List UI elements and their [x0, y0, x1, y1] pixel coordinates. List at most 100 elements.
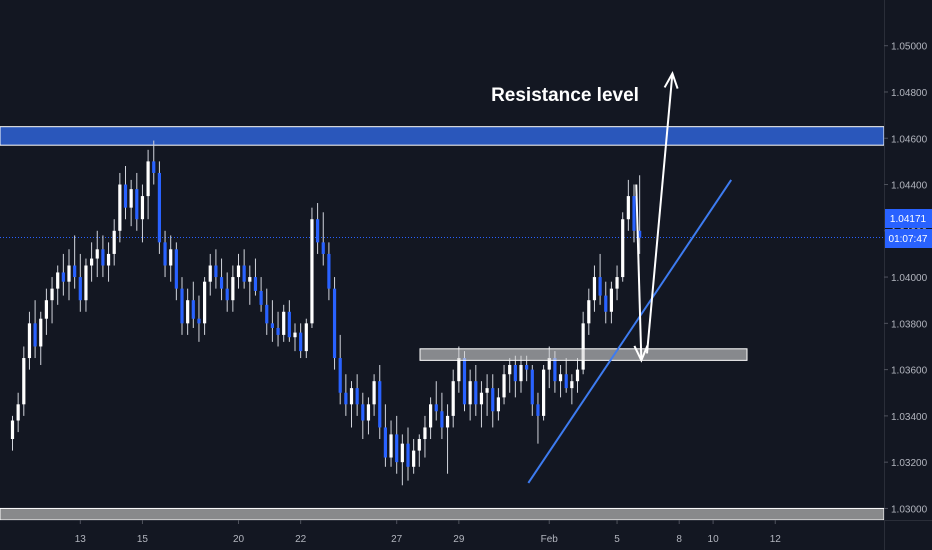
candle-body[interactable]: [276, 327, 280, 335]
candle-body[interactable]: [152, 161, 156, 173]
candle-body[interactable]: [157, 172, 161, 243]
candle-body[interactable]: [95, 249, 99, 259]
candle-body[interactable]: [621, 219, 625, 278]
candle-body[interactable]: [231, 277, 235, 301]
candle-body[interactable]: [169, 249, 173, 266]
candle-body[interactable]: [327, 253, 331, 289]
candle-body[interactable]: [197, 318, 201, 324]
candle-body[interactable]: [310, 219, 314, 324]
candle-body[interactable]: [22, 358, 26, 405]
candle-body[interactable]: [615, 277, 619, 289]
candle-body[interactable]: [496, 397, 500, 412]
candle-body[interactable]: [101, 249, 105, 266]
candle-body[interactable]: [163, 242, 167, 266]
candle-body[interactable]: [491, 388, 495, 412]
candle-body[interactable]: [451, 381, 455, 416]
candle-body[interactable]: [106, 253, 111, 266]
candle-body[interactable]: [248, 277, 252, 282]
candle-body[interactable]: [214, 265, 218, 278]
candle-body[interactable]: [547, 358, 551, 370]
candle-body[interactable]: [344, 392, 348, 405]
candle-body[interactable]: [33, 323, 37, 347]
candle-body[interactable]: [598, 277, 602, 296]
candle-body[interactable]: [73, 265, 77, 278]
candle-body[interactable]: [174, 249, 178, 289]
candle-body[interactable]: [16, 404, 20, 421]
candle-body[interactable]: [434, 404, 438, 412]
candle-body[interactable]: [39, 318, 43, 347]
candle-body[interactable]: [479, 392, 484, 405]
candle-body[interactable]: [203, 281, 207, 324]
candle-body[interactable]: [282, 311, 286, 335]
candle-body[interactable]: [90, 258, 94, 266]
candle-body[interactable]: [118, 184, 122, 231]
candle-body[interactable]: [553, 358, 557, 382]
candle-body[interactable]: [485, 388, 489, 393]
candle-body[interactable]: [558, 374, 563, 382]
candle-body[interactable]: [474, 381, 478, 405]
candle-body[interactable]: [253, 277, 258, 291]
candle-body[interactable]: [123, 184, 128, 208]
candle-body[interactable]: [570, 381, 574, 389]
candle-body[interactable]: [592, 277, 597, 301]
candle-body[interactable]: [236, 265, 241, 278]
candle-body[interactable]: [632, 196, 636, 231]
candle-body[interactable]: [581, 323, 585, 370]
candle-body[interactable]: [378, 381, 382, 428]
candle-body[interactable]: [140, 196, 145, 220]
candle-body[interactable]: [316, 219, 320, 243]
candle-body[interactable]: [338, 358, 342, 393]
candle-body[interactable]: [270, 323, 274, 328]
candle-body[interactable]: [429, 404, 433, 428]
candle-body[interactable]: [626, 196, 630, 220]
candle-body[interactable]: [519, 364, 523, 382]
candle-body[interactable]: [44, 300, 48, 319]
candle-body[interactable]: [468, 381, 472, 405]
candle-body[interactable]: [180, 288, 184, 324]
candle-body[interactable]: [129, 189, 133, 208]
candle-body[interactable]: [372, 381, 376, 405]
candle-body[interactable]: [638, 230, 642, 238]
candle-body[interactable]: [56, 272, 60, 289]
candle-body[interactable]: [502, 374, 506, 398]
candle-body[interactable]: [609, 288, 613, 312]
candle-body[interactable]: [219, 277, 224, 289]
candle-body[interactable]: [242, 265, 246, 282]
candle-body[interactable]: [513, 364, 517, 382]
candle-body[interactable]: [299, 332, 303, 352]
plot-area[interactable]: [0, 126, 885, 521]
candle-body[interactable]: [361, 404, 365, 421]
candle-body[interactable]: [186, 300, 190, 324]
candle-body[interactable]: [412, 450, 416, 467]
candle-body[interactable]: [530, 369, 534, 405]
candle-body[interactable]: [564, 374, 568, 389]
candle-body[interactable]: [525, 364, 529, 370]
candle-body[interactable]: [383, 427, 387, 458]
candle-body[interactable]: [225, 288, 229, 301]
candle-body[interactable]: [146, 161, 150, 197]
candle-body[interactable]: [587, 300, 591, 324]
time-axis[interactable]: 13 15 20 22 27 29 Feb 5 8 10 12: [0, 520, 932, 545]
candle-body[interactable]: [332, 288, 337, 359]
candle-body[interactable]: [575, 369, 580, 382]
candle-body[interactable]: [67, 265, 71, 282]
candle-body[interactable]: [84, 265, 88, 301]
candle-body[interactable]: [293, 332, 297, 338]
candle-body[interactable]: [78, 277, 82, 301]
candle-body[interactable]: [259, 290, 263, 305]
candle-body[interactable]: [457, 358, 461, 382]
candle-body[interactable]: [112, 230, 116, 254]
candle-body[interactable]: [50, 288, 54, 301]
candle-body[interactable]: [417, 439, 421, 451]
candle-body[interactable]: [304, 323, 308, 352]
candle-body[interactable]: [27, 323, 32, 359]
candle-body[interactable]: [400, 443, 404, 463]
candle-body[interactable]: [349, 388, 354, 405]
candle-body[interactable]: [366, 404, 371, 421]
candle-body[interactable]: [445, 415, 450, 428]
price-axis[interactable]: 1.03000 1.03200 1.03400 1.03600 1.03800 1.040…: [884, 0, 928, 550]
candle-body[interactable]: [10, 420, 15, 440]
candle-body[interactable]: [542, 369, 546, 416]
candle-body[interactable]: [604, 295, 608, 312]
